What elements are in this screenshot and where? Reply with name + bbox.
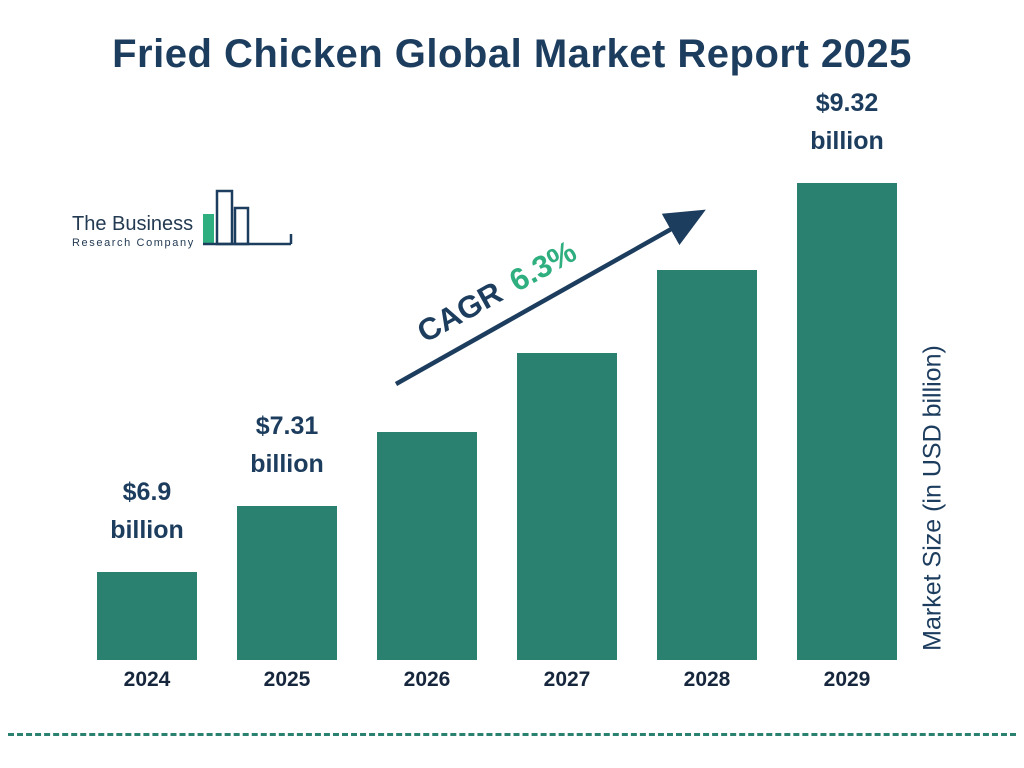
- bottom-dashed-divider: [8, 733, 1016, 736]
- bar-column-2024: $6.9 billion: [97, 183, 197, 660]
- x-axis-label-2027: 2027: [543, 668, 591, 691]
- bar-column-2027: [517, 183, 617, 660]
- bar-value-label-2029: $9.32 billion: [810, 88, 884, 156]
- bar-2025: [237, 506, 337, 660]
- bar-2028: [657, 270, 757, 660]
- cagr-trend-arrow-icon: [380, 192, 725, 412]
- bar-2024: [97, 572, 197, 660]
- logo-subname: Research Company: [72, 237, 195, 249]
- company-logo: The Business Research Company: [72, 188, 293, 255]
- logo-bar-chart-icon: [201, 188, 293, 255]
- x-axis-label-2029: 2029: [823, 668, 871, 691]
- x-axis-label-2026: 2026: [403, 668, 451, 691]
- page-title: Fried Chicken Global Market Report 2025: [112, 32, 912, 76]
- x-axis-label-2028: 2028: [683, 668, 731, 691]
- bar-column-2029: $9.32 billion: [797, 89, 897, 660]
- bar-column-2025: $7.31 billion: [237, 183, 337, 660]
- bar-2027: [517, 353, 617, 660]
- x-axis: 2024 2025 2026 2027 2028 2029: [97, 668, 897, 692]
- bar-column-2026: [377, 183, 477, 660]
- x-axis-label-2025: 2025: [263, 668, 311, 691]
- bar-column-2028: [657, 183, 757, 660]
- logo-name: The Business: [72, 213, 194, 235]
- logo-text: The Business Research Company: [72, 213, 195, 255]
- bar-value-label-2025: $7.31 billion: [250, 411, 324, 479]
- bar-2029: [797, 183, 897, 660]
- bar-chart: $6.9 billion $7.31 billion $9.32 billion: [97, 89, 897, 660]
- bar-2026: [377, 432, 477, 660]
- x-axis-label-2024: 2024: [123, 668, 171, 691]
- bar-value-label-2024: $6.9 billion: [110, 477, 184, 545]
- y-axis-title: Market Size (in USD billion): [918, 345, 947, 651]
